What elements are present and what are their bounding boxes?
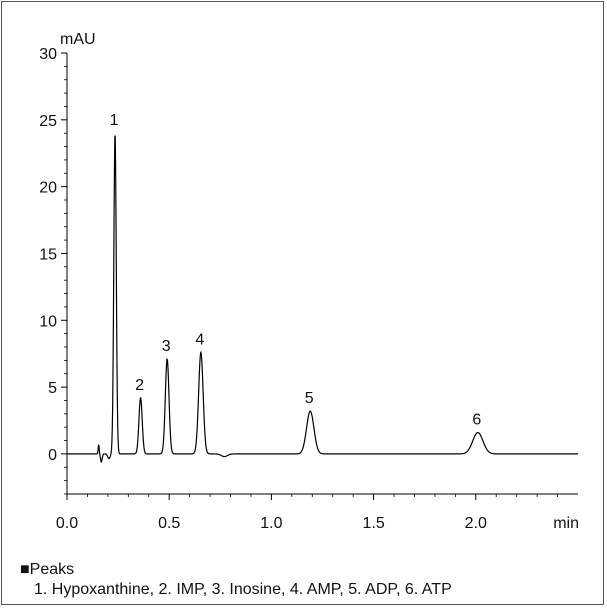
y-tick-label: 0 xyxy=(48,447,57,464)
peak-label: 4 xyxy=(195,331,204,348)
y-tick-label: 10 xyxy=(39,313,57,330)
y-tick-label: 5 xyxy=(48,380,57,397)
x-tick-label: 0.0 xyxy=(56,515,78,532)
y-tick-label: 15 xyxy=(39,246,57,263)
axes xyxy=(66,53,578,495)
y-tick-label: 25 xyxy=(39,113,57,130)
x-axis-unit-label: min xyxy=(553,515,579,532)
x-tick-label: 1.5 xyxy=(362,515,384,532)
x-tick-label: 0.5 xyxy=(158,515,180,532)
chromatogram-trace xyxy=(67,135,578,464)
y-tick-label: 30 xyxy=(39,46,57,63)
peak-label: 2 xyxy=(135,377,144,394)
y-axis-unit-label: mAU xyxy=(60,31,96,48)
peak-label: 1 xyxy=(110,112,119,129)
peak-label: 3 xyxy=(162,338,171,355)
legend-text: 1. Hypoxanthine, 2. IMP, 3. Inosine, 4. … xyxy=(34,581,452,598)
legend-title: ■Peaks xyxy=(20,561,75,578)
x-tick-label: 1.0 xyxy=(260,515,282,532)
tick-marks xyxy=(61,52,558,500)
peak-label: 5 xyxy=(305,390,314,407)
y-tick-label: 20 xyxy=(39,180,57,197)
peak-labels: 1 2 3 4 5 6 xyxy=(110,112,482,428)
peak-label: 6 xyxy=(472,412,481,429)
x-tick-label: 2.0 xyxy=(465,515,487,532)
